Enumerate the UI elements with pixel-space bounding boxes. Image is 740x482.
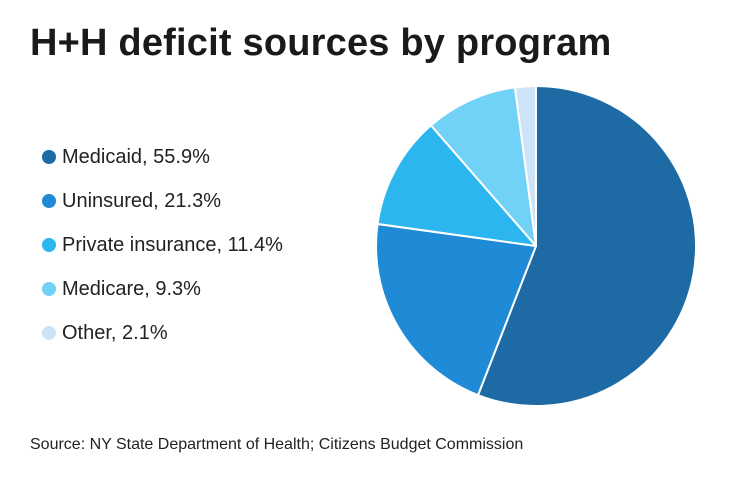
pie-slice-other [513,85,537,247]
legend-label-uninsured: Uninsured, 21.3% [62,189,221,212]
legend-label-private-insurance: Private insurance, 11.4% [62,233,283,256]
pie-chart [375,85,697,407]
legend-item-medicaid: Medicaid, 55.9% [42,142,210,172]
legend-swatch-uninsured [42,194,56,208]
pie-slice-uninsured [375,222,537,397]
pie-slice-medicaid [477,85,697,407]
legend-swatch-private-insurance [42,238,56,252]
pie-slice-medicare [429,86,537,247]
legend-item-uninsured: Uninsured, 21.3% [42,186,221,216]
legend-label-medicaid: Medicaid, 55.9% [62,145,210,168]
legend-label-other: Other, 2.1% [62,321,168,344]
legend-label-medicare: Medicare, 9.3% [62,277,201,300]
pie-slice-private-insurance [376,124,537,247]
legend-item-other: Other, 2.1% [42,318,168,348]
legend-item-medicare: Medicare, 9.3% [42,274,201,304]
source-note: Source: NY State Department of Health; C… [30,436,524,453]
legend-swatch-medicare [42,282,56,296]
legend-swatch-medicaid [42,150,56,164]
chart-title: H+H deficit sources by program [30,22,612,64]
legend-item-private-insurance: Private insurance, 11.4% [42,230,283,260]
legend-swatch-other [42,326,56,340]
